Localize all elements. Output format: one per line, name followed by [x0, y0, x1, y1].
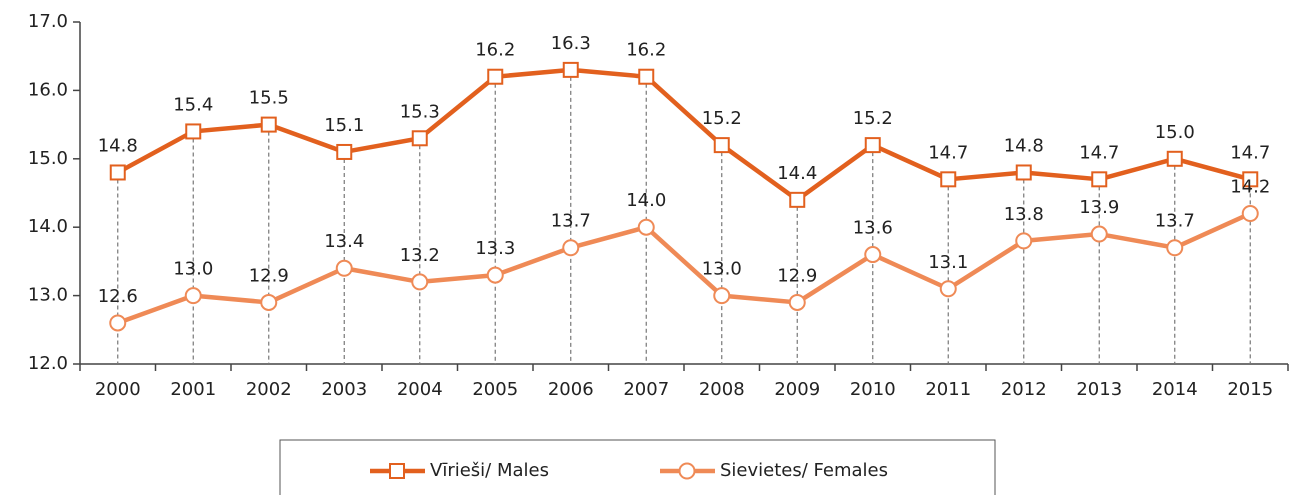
- x-tick-label: 2008: [699, 379, 745, 400]
- point: [864, 137, 881, 154]
- data-label: 14.7: [928, 142, 968, 163]
- legend-label: Vīrieši/ Males: [430, 460, 549, 481]
- y-tick-label: 14.0: [28, 216, 68, 237]
- y-tick-label: 13.0: [28, 285, 68, 306]
- point: [411, 130, 428, 147]
- data-label: 15.2: [853, 108, 893, 129]
- data-label: 13.0: [702, 259, 742, 280]
- series-line: [116, 67, 1251, 203]
- point: [336, 143, 353, 160]
- point: [637, 218, 655, 236]
- data-label: 13.9: [1079, 197, 1119, 218]
- data-label: 13.0: [173, 259, 213, 280]
- point: [335, 259, 353, 277]
- point: [864, 246, 882, 264]
- x-tick-label: 2013: [1076, 379, 1122, 400]
- data-label: 12.9: [249, 265, 289, 286]
- x-tick-label: 2000: [95, 379, 141, 400]
- data-label: 14.7: [1079, 142, 1119, 163]
- y-tick-label: 16.0: [28, 79, 68, 100]
- data-label: 12.6: [98, 286, 138, 307]
- point: [109, 314, 127, 332]
- y-tick-label: 15.0: [28, 148, 68, 169]
- point: [789, 191, 806, 208]
- legend-marker: [389, 463, 405, 479]
- data-label: 13.7: [1155, 211, 1195, 232]
- data-label: 15.4: [173, 94, 213, 115]
- x-tick-label: 2003: [321, 379, 367, 400]
- data-label: 14.4: [777, 163, 817, 184]
- point: [1015, 232, 1033, 250]
- y-tick-label: 17.0: [28, 11, 68, 32]
- point: [1091, 171, 1108, 188]
- point: [939, 280, 957, 298]
- data-label: 13.8: [1004, 204, 1044, 225]
- point: [638, 68, 655, 85]
- data-label: 13.2: [400, 245, 440, 266]
- x-tick-label: 2014: [1152, 379, 1198, 400]
- data-label: 14.8: [98, 135, 138, 156]
- series-line: [116, 211, 1252, 326]
- data-label: 12.9: [777, 265, 817, 286]
- point: [1242, 171, 1259, 188]
- y-tick-label: 12.0: [28, 353, 68, 374]
- point: [487, 68, 504, 85]
- point: [713, 287, 731, 305]
- point: [1166, 239, 1184, 257]
- point: [940, 171, 957, 188]
- x-tick-label: 2011: [925, 379, 971, 400]
- point: [562, 61, 579, 78]
- data-label: 14.8: [1004, 135, 1044, 156]
- data-label: 14.0: [626, 190, 666, 211]
- x-tick-label: 2010: [850, 379, 896, 400]
- data-label: 15.0: [1155, 122, 1195, 143]
- point: [1015, 164, 1032, 181]
- point: [486, 266, 504, 284]
- point: [185, 123, 202, 140]
- data-label: 16.3: [551, 33, 591, 54]
- point: [713, 137, 730, 154]
- data-label: 13.3: [475, 238, 515, 259]
- x-tick-label: 2009: [774, 379, 820, 400]
- legend-label: Sievietes/ Females: [720, 460, 888, 481]
- data-label: 15.3: [400, 101, 440, 122]
- data-label: 13.7: [551, 211, 591, 232]
- data-label: 13.1: [928, 252, 968, 273]
- data-label: 15.1: [324, 115, 364, 136]
- point: [788, 293, 806, 311]
- x-tick-label: 2005: [472, 379, 518, 400]
- point: [562, 239, 580, 257]
- point: [109, 164, 126, 181]
- point: [1241, 205, 1259, 223]
- point: [1090, 225, 1108, 243]
- data-label: 15.2: [702, 108, 742, 129]
- data-label: 16.2: [475, 40, 515, 61]
- point: [260, 116, 277, 133]
- data-label: 15.5: [249, 88, 289, 109]
- x-tick-label: 2001: [170, 379, 216, 400]
- x-tick-label: 2015: [1227, 379, 1273, 400]
- x-tick-label: 2002: [246, 379, 292, 400]
- data-label: 13.4: [324, 231, 364, 252]
- data-label: 14.7: [1230, 142, 1270, 163]
- point: [260, 293, 278, 311]
- point: [1166, 150, 1183, 167]
- x-tick-label: 2004: [397, 379, 443, 400]
- point: [411, 273, 429, 291]
- x-tick-label: 2006: [548, 379, 594, 400]
- point: [184, 287, 202, 305]
- data-label: 16.2: [626, 40, 666, 61]
- x-tick-label: 2012: [1001, 379, 1047, 400]
- data-label: 14.2: [1230, 177, 1270, 198]
- legend-marker: [678, 462, 696, 480]
- data-label: 13.6: [853, 218, 893, 239]
- x-tick-label: 2007: [623, 379, 669, 400]
